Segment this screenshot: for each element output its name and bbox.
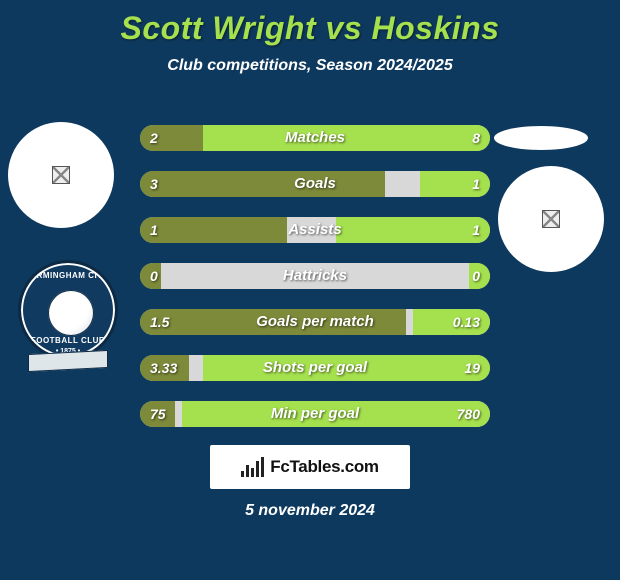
stat-bar-left — [140, 309, 406, 335]
club-badge-ball-icon — [48, 290, 94, 336]
broken-image-icon — [542, 210, 560, 228]
stat-bar-left — [140, 263, 161, 289]
subtitle: Club competitions, Season 2024/2025 — [0, 57, 620, 75]
player-right-photo — [498, 166, 604, 272]
stat-bar-right — [203, 125, 490, 151]
stat-row: 11Assists — [140, 217, 490, 243]
stat-row: 1.50.13Goals per match — [140, 309, 490, 335]
stat-bar-left — [140, 355, 189, 381]
club-badge-bottom-text: FOOTBALL CLUB — [21, 336, 115, 345]
stat-row: 75780Min per goal — [140, 401, 490, 427]
stat-bar-right — [420, 171, 490, 197]
stat-row: 31Goals — [140, 171, 490, 197]
stat-bar-left — [140, 217, 287, 243]
fctables-watermark: FcTables.com — [210, 445, 410, 489]
player-left-photo — [8, 122, 114, 228]
fctables-label: FcTables.com — [270, 457, 379, 477]
stat-bar-left — [140, 125, 203, 151]
stat-bar-right — [469, 263, 490, 289]
club-badge-top-text: BIRMINGHAM CITY — [21, 271, 115, 280]
broken-image-icon — [52, 166, 70, 184]
stat-bar-right — [203, 355, 490, 381]
stat-bar-right — [413, 309, 490, 335]
club-badge-ring: BIRMINGHAM CITY FOOTBALL CLUB • 1875 • — [18, 260, 118, 360]
stat-bar-left — [140, 171, 385, 197]
club-badge: BIRMINGHAM CITY FOOTBALL CLUB • 1875 • — [18, 260, 118, 390]
club-badge-ribbon — [28, 350, 108, 372]
stat-row: 28Matches — [140, 125, 490, 151]
stat-row: 3.3319Shots per goal — [140, 355, 490, 381]
stat-label: Hattricks — [140, 263, 490, 289]
accent-ellipse-right — [494, 126, 588, 150]
fctables-logo-icon — [241, 457, 264, 477]
stat-bar-right — [336, 217, 490, 243]
page-title: Scott Wright vs Hoskins — [0, 0, 620, 47]
stat-bar-right — [182, 401, 490, 427]
comparison-bars: 28Matches 31Goals 11Assists 00Hattricks 1.50… — [140, 125, 490, 447]
stat-row: 00Hattricks — [140, 263, 490, 289]
footer-date: 5 november 2024 — [0, 502, 620, 520]
stat-bar-left — [140, 401, 175, 427]
